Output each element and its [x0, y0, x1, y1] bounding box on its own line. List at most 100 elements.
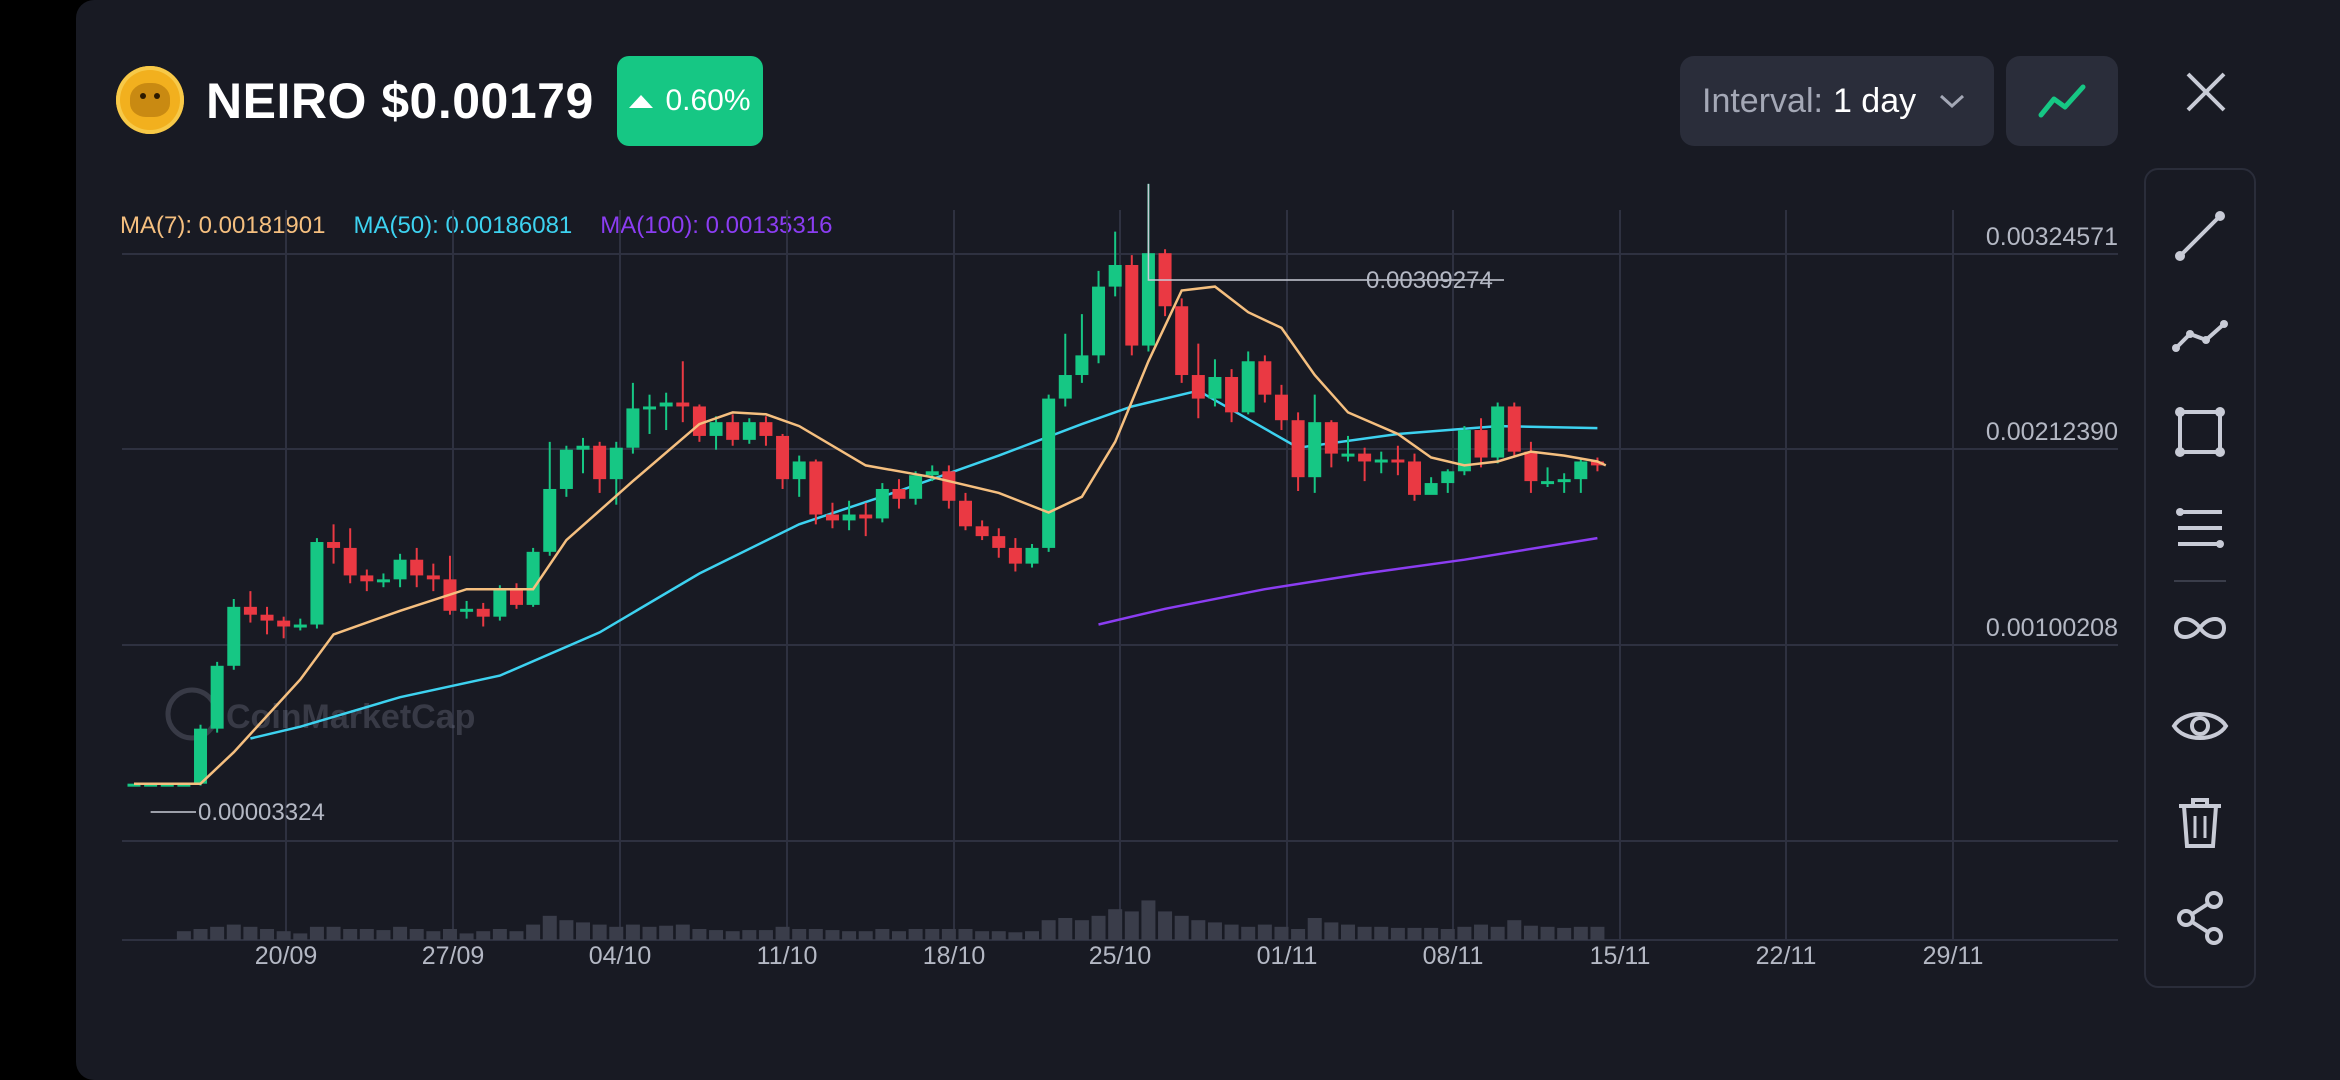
- candle-body: [277, 620, 291, 627]
- polyline-tool[interactable]: [2146, 294, 2254, 374]
- volume-bar: [276, 931, 291, 940]
- trend-line-tool[interactable]: [2146, 196, 2254, 276]
- interval-dropdown[interactable]: Interval: 1 day: [1680, 56, 1994, 146]
- candlestick: [509, 583, 523, 609]
- volume-bar: [1573, 926, 1588, 940]
- candlestick: [1225, 369, 1239, 423]
- candlestick: [742, 418, 756, 444]
- x-axis-label: 27/09: [422, 942, 485, 970]
- volume-bar: [1557, 927, 1572, 940]
- high-leader-line: [1147, 183, 1504, 281]
- x-axis-label: 18/10: [923, 942, 986, 970]
- volume-bar: [1324, 922, 1339, 940]
- candlestick: [526, 547, 540, 607]
- candlestick: [1574, 459, 1588, 493]
- candlestick: [410, 547, 424, 588]
- candle-body: [576, 445, 590, 450]
- toolbar-divider: [2174, 580, 2226, 582]
- coin-title: NEIRO $0.00179: [206, 73, 594, 129]
- volume-bar: [958, 929, 973, 940]
- candlestick: [759, 416, 773, 446]
- volume-bar: [442, 929, 457, 940]
- volume-bar: [975, 931, 990, 940]
- candle-body: [543, 488, 557, 552]
- candlestick: [825, 502, 839, 529]
- candle-body: [909, 475, 923, 499]
- parallel-lines-icon: [2176, 508, 2224, 548]
- candle-body: [160, 783, 174, 787]
- rectangle-tool[interactable]: [2146, 392, 2254, 472]
- volume-bar: [991, 931, 1006, 940]
- interval-label: Interval:: [1702, 81, 1823, 120]
- visibility-toggle[interactable]: [2146, 686, 2254, 766]
- candlestick: [1507, 402, 1521, 458]
- candle-body: [1457, 430, 1471, 472]
- candle-body: [942, 471, 956, 501]
- volume-bar: [1008, 932, 1023, 940]
- candlestick: [177, 783, 191, 787]
- candle-body: [310, 542, 324, 625]
- candlestick: [1042, 394, 1056, 552]
- chart-type-button[interactable]: [2006, 56, 2118, 146]
- candle-body: [825, 514, 839, 521]
- candlestick: [659, 392, 673, 431]
- candle-body: [1590, 461, 1604, 466]
- candlestick: [1491, 402, 1505, 464]
- candlestick: [1308, 394, 1322, 493]
- close-button[interactable]: [2176, 62, 2236, 122]
- candle-body: [1125, 265, 1139, 346]
- volume-bar: [1241, 926, 1256, 940]
- candlestick: [892, 479, 906, 509]
- candlestick: [476, 602, 490, 627]
- volume-bar: [509, 931, 524, 940]
- volume-bar: [426, 931, 441, 940]
- volume-bar: [476, 931, 491, 940]
- candle-body: [609, 447, 623, 480]
- volume-bar: [758, 930, 773, 940]
- candle-body: [343, 547, 357, 576]
- candlestick: [1125, 255, 1139, 356]
- volume-bar: [1440, 929, 1455, 940]
- volume-bar: [1224, 924, 1239, 940]
- candle-body: [476, 608, 490, 617]
- candlestick: [376, 573, 390, 588]
- candle-body: [1374, 459, 1388, 463]
- volume-bar: [709, 930, 724, 940]
- candle-body: [177, 783, 191, 787]
- chart-modal: NEIRO $0.00179 0.60% Interval: 1 day MA(…: [76, 0, 2340, 1080]
- volume-bar: [1357, 926, 1372, 940]
- candle-body: [1191, 375, 1205, 399]
- infinity-icon: [2173, 617, 2227, 639]
- candle-body: [759, 422, 773, 436]
- close-icon: [2186, 72, 2226, 112]
- candlestick: [127, 783, 141, 787]
- candle-body: [892, 488, 906, 499]
- volume-bar: [792, 929, 807, 940]
- candlestick: [1441, 469, 1455, 493]
- volume-bar: [309, 926, 324, 940]
- share-button[interactable]: [2146, 878, 2254, 958]
- candle-body: [526, 551, 540, 605]
- candle-body: [327, 542, 341, 548]
- volume-bar: [1307, 918, 1322, 940]
- candle-body: [293, 624, 307, 628]
- delete-drawings-button[interactable]: [2146, 782, 2254, 862]
- candle-body: [1441, 471, 1455, 484]
- infinite-line-tool[interactable]: [2146, 588, 2254, 668]
- volume-bar: [1174, 915, 1189, 940]
- candlestick: [626, 382, 640, 454]
- candlestick: [1158, 249, 1172, 317]
- parallel-lines-tool[interactable]: [2146, 488, 2254, 568]
- price-chart[interactable]: CoinMarketCap 0.00309274 0.00003324 0.00324…: [76, 0, 2156, 1000]
- volume-bar: [808, 929, 823, 940]
- candlestick: [243, 591, 257, 623]
- candlestick: [460, 600, 474, 619]
- candlestick: [360, 569, 374, 592]
- volume-bar: [1374, 926, 1389, 940]
- volume-bar: [775, 926, 790, 940]
- volume-bar: [343, 929, 358, 940]
- candle-body: [975, 526, 989, 537]
- candle-body: [659, 402, 673, 407]
- candle-body: [1225, 376, 1239, 413]
- candlestick: [1374, 451, 1388, 474]
